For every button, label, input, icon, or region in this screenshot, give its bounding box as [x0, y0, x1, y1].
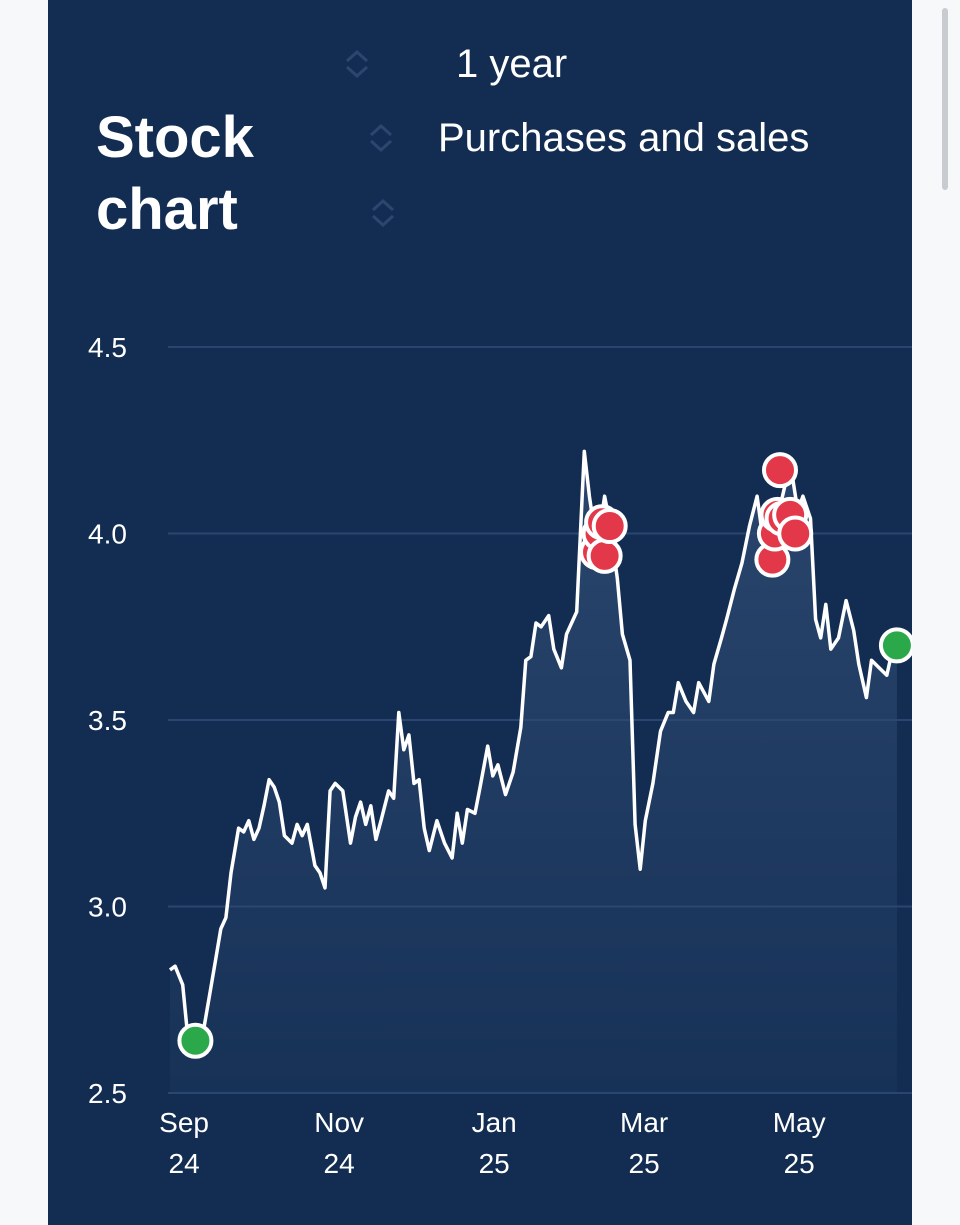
title-line-2: chart [96, 177, 238, 242]
y-tick-label: 2.5 [88, 1078, 127, 1109]
x-tick-label: 24 [169, 1148, 200, 1179]
trade-markers [177, 452, 912, 1059]
purchase-marker [878, 627, 912, 664]
purchase-marker [177, 1022, 214, 1059]
page-title: Stock chart [96, 102, 336, 246]
x-tick-label: Nov [314, 1107, 364, 1138]
x-tick-label: Jan [472, 1107, 517, 1138]
y-tick-label: 3.0 [88, 892, 127, 923]
chart-panel: Stock chart 1 year Purchases and sales 4… [48, 0, 912, 1225]
y-tick-label: 4.5 [88, 332, 127, 363]
y-axis: 4.5 4.0 3.5 3.0 2.5 [88, 332, 127, 1109]
x-tick-label: Mar [620, 1107, 668, 1138]
scrollbar[interactable] [942, 8, 948, 190]
x-tick-label: Sep [159, 1107, 209, 1138]
period-selector[interactable]: 1 year [340, 40, 567, 88]
filter-label: Purchases and sales [438, 116, 810, 160]
x-tick-label: May [773, 1107, 826, 1138]
sale-marker [591, 508, 628, 545]
y-tick-label: 3.5 [88, 705, 127, 736]
y-tick-label: 4.0 [88, 519, 127, 550]
chevron-updown-icon[interactable] [366, 196, 400, 230]
title-line-1: Stock [96, 105, 254, 170]
price-area [170, 451, 897, 1093]
x-tick-label: 24 [324, 1148, 355, 1179]
chevron-updown-icon [345, 49, 369, 79]
x-tick-label: 25 [784, 1148, 815, 1179]
period-label: 1 year [456, 42, 568, 86]
sale-marker [777, 515, 814, 552]
filter-selector[interactable]: Purchases and sales [364, 114, 809, 162]
stock-chart: 4.5 4.0 3.5 3.0 2.5 Sep 24 Nov 24 Jan 25 Mar 25 May 2… [88, 332, 912, 1179]
x-axis: Sep24Nov24Jan25Mar25May25Jul 25 [159, 1107, 826, 1179]
sale-marker [586, 537, 623, 574]
x-tick-label: 25 [629, 1148, 660, 1179]
chevron-updown-icon [369, 123, 393, 153]
sale-marker [762, 452, 798, 489]
x-tick-label: 25 [479, 1148, 510, 1179]
